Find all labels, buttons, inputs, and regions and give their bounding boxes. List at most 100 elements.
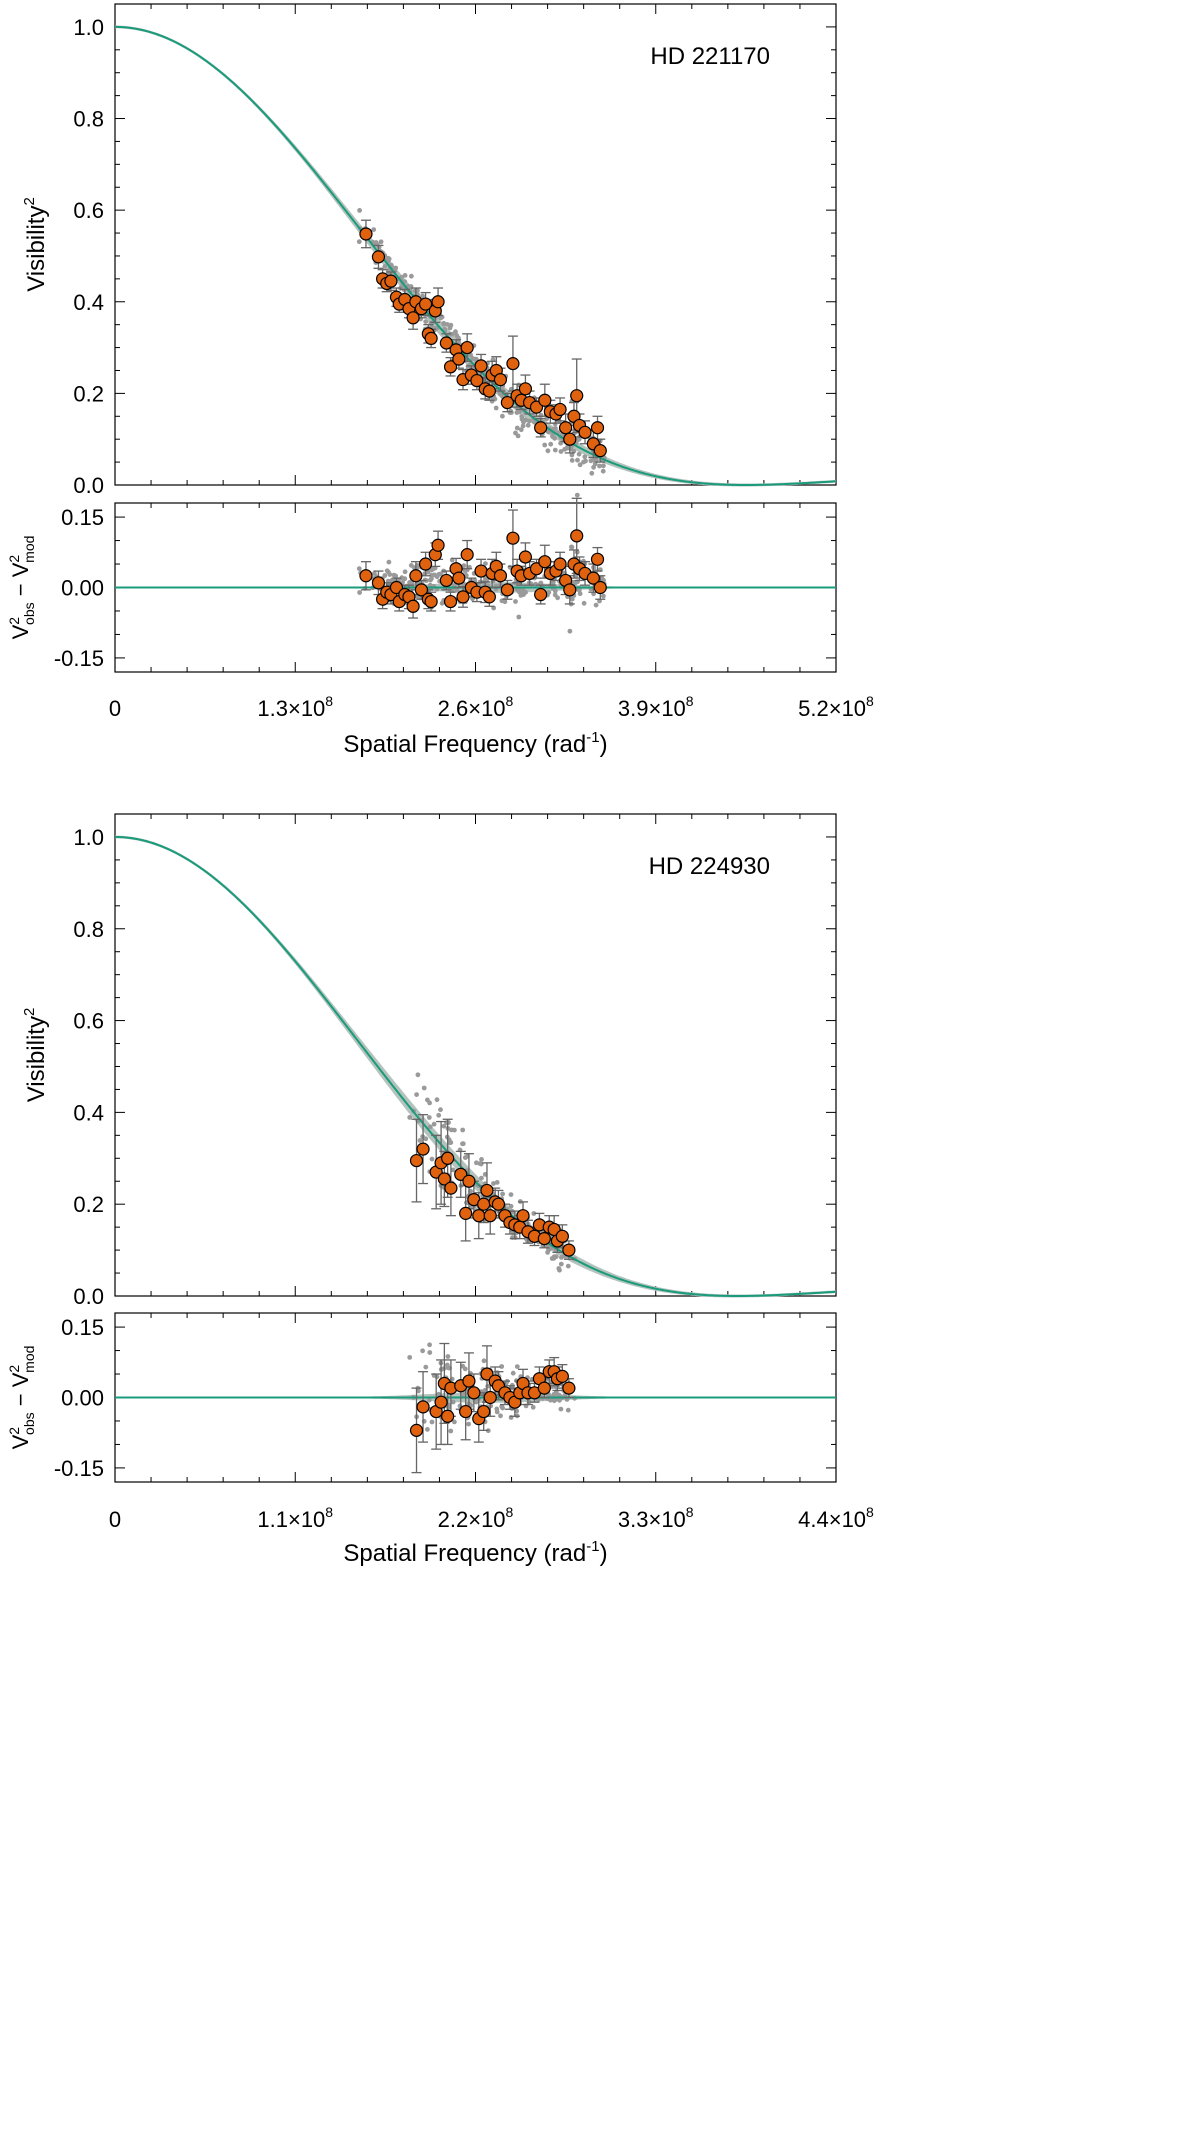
raw-point (436, 1112, 442, 1118)
x-tick-label-exponent: 8 (866, 693, 874, 709)
x-tick-label-exponent: 8 (325, 1504, 333, 1520)
y-tick-label: 0.0 (73, 473, 104, 498)
raw-residual-point (356, 566, 362, 571)
data-point (563, 432, 577, 446)
raw-point (558, 449, 564, 454)
raw-point (356, 239, 362, 245)
raw-point (565, 1263, 571, 1269)
raw-point (438, 1107, 443, 1113)
raw-residual-point (558, 1406, 564, 1412)
data-point (578, 425, 592, 439)
residual-label-sup: 2 (6, 617, 22, 625)
residual-y-tick-label: -0.15 (54, 1456, 104, 1481)
data-point (452, 352, 466, 366)
model-uncertainty-band (115, 835, 836, 1298)
x-tick-label-exponent: 8 (506, 1504, 514, 1520)
residual-point (555, 1369, 569, 1383)
raw-residual-point (425, 569, 431, 575)
raw-point (494, 1180, 500, 1185)
raw-point (531, 1211, 537, 1216)
raw-point (545, 448, 551, 454)
y-axis-label-text: Visibility (23, 206, 50, 292)
residual-point (409, 569, 423, 583)
residual-point (431, 538, 445, 552)
y-tick-label: 0.8 (73, 917, 104, 942)
raw-point (378, 239, 384, 245)
data-point (559, 421, 573, 435)
raw-residual-point (502, 599, 508, 605)
residual-y-tick-label: 0.00 (61, 1386, 104, 1411)
residual-point (518, 550, 533, 564)
raw-point (453, 329, 458, 335)
data-point (384, 274, 398, 288)
raw-point (449, 1127, 454, 1133)
residual-point (538, 555, 552, 569)
data-point (500, 395, 514, 410)
residual-label-minus: − (8, 1387, 33, 1412)
x-axis-label-close: ) (600, 1540, 608, 1567)
data-point (460, 340, 474, 355)
raw-point (591, 457, 596, 463)
x-axis-label-text: Spatial Frequency (rad (343, 1540, 586, 1567)
raw-point (553, 1254, 559, 1259)
raw-point (441, 1123, 447, 1129)
data-point (480, 1183, 494, 1198)
data-point (482, 384, 496, 398)
raw-residual-point (499, 1364, 505, 1369)
raw-point (444, 322, 450, 327)
x-tick-label: 1.1×108 (257, 1504, 333, 1532)
x-tick-label: 1.3×108 (257, 693, 333, 721)
residual-label-mod: mod (21, 536, 37, 563)
data-point (409, 1153, 424, 1168)
raw-residual-point (567, 628, 573, 634)
data-point (462, 1174, 476, 1188)
raw-residual-point (449, 587, 455, 593)
residual-point (371, 576, 386, 590)
x-tick-label-mantissa: 0 (109, 696, 121, 721)
x-tick-label-mantissa: 3.9×10 (618, 696, 686, 721)
raw-residual-point (546, 590, 552, 595)
x-axis-label: Spatial Frequency (rad-1) (343, 729, 607, 758)
x-tick-label-exponent: 8 (506, 693, 514, 709)
residual-point (452, 571, 466, 585)
data-point (491, 1197, 506, 1211)
x-tick-label-mantissa: 1.3×10 (257, 696, 325, 721)
raw-residual-point (538, 580, 544, 586)
x-axis-label: Spatial Frequency (rad-1) (343, 1538, 607, 1567)
x-tick-label-exponent: 8 (325, 693, 333, 709)
x-tick-label-mantissa: 2.6×10 (438, 696, 506, 721)
raw-residual-point (483, 561, 488, 566)
y-tick-label: 0.4 (73, 290, 104, 315)
raw-residual-point (423, 1364, 429, 1370)
raw-point (441, 320, 447, 326)
x-axis-label-superscript: -1 (586, 1538, 599, 1555)
raw-point (558, 1261, 564, 1267)
model-curve (114, 835, 837, 1297)
residual-point (443, 594, 458, 609)
raw-point (427, 1124, 433, 1130)
data-point (439, 336, 453, 350)
raw-residual-point (426, 1397, 432, 1403)
raw-point (575, 457, 580, 463)
raw-residual-point (436, 1391, 442, 1397)
residual-point (483, 1390, 497, 1405)
y-tick-label: 1.0 (73, 825, 104, 850)
residual-point (434, 1395, 448, 1409)
raw-point (402, 273, 408, 278)
data-point (443, 360, 458, 374)
data-point (474, 359, 488, 373)
raw-residual-point (372, 571, 377, 576)
data-point (538, 393, 552, 407)
data-point (406, 311, 420, 325)
raw-residual-point (494, 1409, 500, 1415)
raw-point (448, 322, 454, 328)
residual-point (537, 1381, 551, 1395)
data-point (470, 373, 484, 388)
residual-label-obs: obs (21, 1412, 37, 1435)
x-axis-label-close: ) (600, 731, 608, 758)
residual-point (593, 580, 607, 595)
y-axis-label-text: Visibility (23, 1016, 50, 1102)
y-tick-label: 0.8 (73, 107, 104, 132)
x-tick-label: 0 (109, 1507, 121, 1532)
